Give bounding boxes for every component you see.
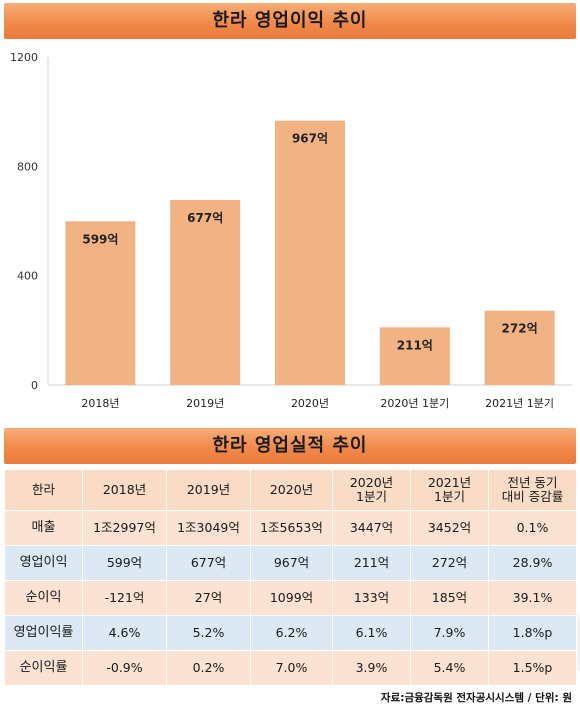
bar-value-label: 272억 [502, 322, 538, 336]
table-cell: 1조3049억 [166, 510, 251, 546]
column-header: 2020년 1분기 [332, 469, 411, 511]
table-title-banner: 한라 영업실적 추이 [4, 428, 576, 464]
table-cell: 677억 [166, 545, 251, 581]
table-title: 한라 영업실적 추이 [212, 435, 368, 456]
table-cell: 185억 [410, 580, 489, 616]
table-cell: 28.9% [488, 545, 577, 581]
column-header: 2021년 1분기 [410, 469, 489, 511]
x-tick-label: 2021년 1분기 [485, 397, 554, 410]
table-cell: 7.9% [410, 615, 489, 651]
table-cell: 6.1% [332, 615, 411, 651]
y-tick-label: 1200 [10, 51, 38, 64]
table-cell: 211억 [332, 545, 411, 581]
table-cell: 272억 [410, 545, 489, 581]
table-cell: -0.9% [82, 650, 167, 686]
bar [275, 120, 345, 385]
column-header-text: 2021년 [427, 475, 472, 490]
row-header-cell: 영업이익 [4, 545, 83, 581]
performance-table: 한라 2018년 2019년 2020년 2020년 1분기 2021년 1분기 전년 동기 대비… [4, 469, 577, 686]
y-tick-label: 800 [17, 160, 38, 173]
column-header-text: 2020년 [349, 475, 394, 490]
table-cell: 1.8%p [488, 615, 577, 651]
column-header-text: 2018년 [102, 482, 147, 497]
table-cell: 39.1% [488, 580, 577, 616]
table-cell: 5.2% [166, 615, 251, 651]
chart-title-banner: 한라 영업이익 추이 [4, 3, 576, 39]
y-tick-label: 0 [31, 379, 38, 392]
column-header-text: 대비 증감률 [501, 489, 564, 504]
table-cell: 1조2997억 [82, 510, 167, 546]
table-cell: 3452억 [410, 510, 489, 546]
table-cell: 3.9% [332, 650, 411, 686]
column-header-text: 1분기 [356, 489, 387, 504]
table-cell: -121억 [82, 580, 167, 616]
row-header-cell: 영업이익률 [4, 615, 83, 651]
table-cell: 27억 [166, 580, 251, 616]
table-cell: 7.0% [250, 650, 333, 686]
x-tick-label: 2018년 [81, 397, 119, 410]
bar [170, 199, 241, 385]
table-row: 순이익률 -0.9% 0.2% 7.0% 3.9% 5.4% 1.5%p [4, 650, 577, 686]
column-header-text: 전년 동기 [507, 475, 558, 490]
table-body: 매출 1조2997억 1조3049억 1조5653억 3447억 3452억 0.1% 영업이… [4, 510, 577, 686]
table-cell: 3447억 [332, 510, 411, 546]
y-tick-label: 400 [17, 270, 38, 283]
table-cell: 0.1% [488, 510, 577, 546]
bar-chart: 0 400 800 1200 599억 2018년 677억 2019년 967억 2020년 21… [0, 44, 580, 420]
column-header-text: 2019년 [186, 482, 231, 497]
row-header-cell: 순이익 [4, 580, 83, 616]
table-cell: 599억 [82, 545, 167, 581]
table-cell: 133억 [332, 580, 411, 616]
column-header: 전년 동기 대비 증감률 [488, 469, 577, 511]
x-tick-label: 2019년 [186, 397, 224, 410]
x-tick-label: 2020년 [291, 397, 329, 410]
table-header-row: 한라 2018년 2019년 2020년 2020년 1분기 2021년 1분기 전년 동기 대비… [4, 469, 577, 511]
table-row: 영업이익률 4.6% 5.2% 6.2% 6.1% 7.9% 1.8%p [4, 615, 577, 651]
table-row: 영업이익 599억 677억 967억 211억 272억 28.9% [4, 545, 577, 581]
x-tick-label: 2020년 1분기 [380, 397, 449, 410]
column-header-text: 2020년 [269, 482, 314, 497]
bar-value-label: 211억 [397, 338, 433, 352]
table-row: 매출 1조2997억 1조3049억 1조5653억 3447억 3452억 0.1% [4, 510, 577, 546]
table-cell: 967억 [250, 545, 333, 581]
source-note: 자료:금융감독원 전자공시시스템 / 단위: 원 [380, 692, 572, 704]
table-cell: 4.6% [82, 615, 167, 651]
bar-value-label: 967억 [292, 132, 328, 146]
table-row: 순이익 -121억 27억 1099억 133억 185억 39.1% [4, 580, 577, 616]
column-header: 2019년 [166, 469, 251, 511]
bar [484, 310, 555, 385]
column-header-text: 1분기 [434, 489, 465, 504]
table-cell: 1조5653억 [250, 510, 333, 546]
bar-value-label: 677억 [187, 211, 223, 225]
bar [65, 221, 136, 385]
table-cell: 1.5%p [488, 650, 577, 686]
column-header: 2018년 [82, 469, 167, 511]
bar-value-label: 599억 [82, 232, 118, 246]
table-cell: 1099억 [250, 580, 333, 616]
bar [379, 327, 450, 385]
column-header: 2020년 [250, 469, 333, 511]
table-cell: 5.4% [410, 650, 489, 686]
table-cell: 0.2% [166, 650, 251, 686]
chart-title: 한라 영업이익 추이 [212, 10, 368, 31]
bar-chart-svg: 0 400 800 1200 599억 2018년 677억 2019년 967억 2020년 21… [10, 51, 572, 410]
row-header-cell: 매출 [4, 510, 83, 546]
table-cell: 6.2% [250, 615, 333, 651]
column-header: 한라 [4, 469, 83, 511]
row-header-cell: 순이익률 [4, 650, 83, 686]
column-header-text: 한라 [31, 482, 55, 497]
